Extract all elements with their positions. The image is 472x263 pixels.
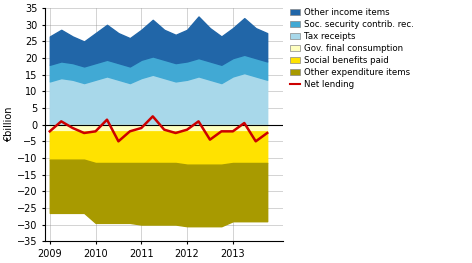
Y-axis label: €billion: €billion	[4, 107, 14, 143]
Legend: Other income items, Soc. security contrib. rec., Tax receipts, Gov. final consum: Other income items, Soc. security contri…	[290, 8, 413, 89]
